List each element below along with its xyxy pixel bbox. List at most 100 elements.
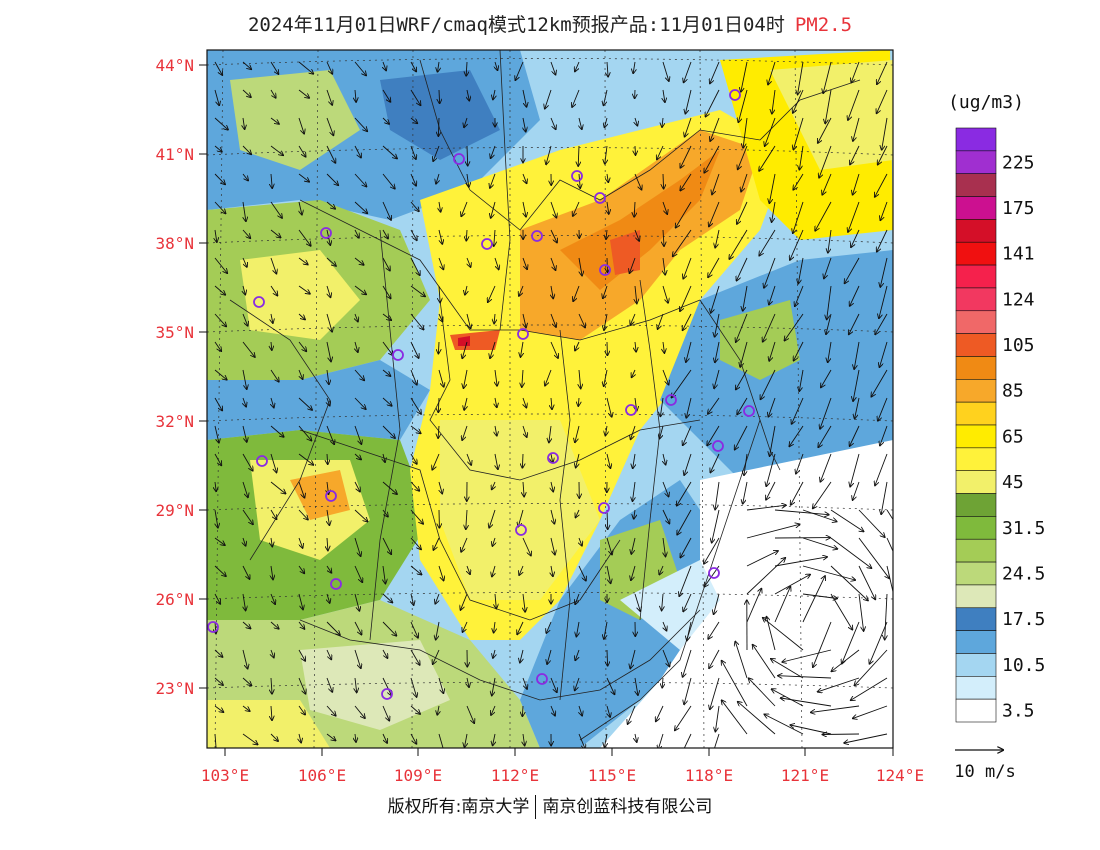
wind-arrow <box>704 537 720 564</box>
map-title: 2024年11月01日WRF/cmaq模式12km预报产品:11月01日04时 P… <box>0 10 1100 37</box>
wind-arrow <box>813 621 832 667</box>
wind-arrow <box>802 509 837 522</box>
wind-arrow <box>270 229 281 238</box>
wind-arrow <box>575 61 580 71</box>
wind-arrow <box>774 557 827 567</box>
wind-arrow <box>685 89 692 114</box>
wind-arrow <box>214 425 219 443</box>
wind-arrow <box>715 341 720 362</box>
wind-arrow <box>214 705 223 712</box>
wind-arrow <box>298 621 304 629</box>
wind-arrow <box>242 145 251 154</box>
wind-arrow <box>683 649 692 677</box>
legend-swatch <box>955 493 997 517</box>
wind-arrow <box>759 145 776 171</box>
wind-arrow <box>326 257 336 266</box>
wind-arrow <box>753 645 776 679</box>
wind-arrow <box>546 145 552 164</box>
wind-arrow <box>658 733 664 748</box>
wind-arrow <box>436 621 440 640</box>
wind-arrow <box>439 481 442 494</box>
wind-arrow <box>354 565 362 582</box>
wind-arrow <box>828 229 832 253</box>
wind-arrow <box>708 257 720 277</box>
station-marker <box>594 192 606 204</box>
wind-arrow <box>354 369 364 380</box>
wind-arrow <box>551 397 552 409</box>
reference-label: 10 m/s <box>954 762 1015 782</box>
wind-arrow <box>214 257 227 273</box>
wind-arrow <box>771 659 804 679</box>
wind-arrow <box>662 677 663 688</box>
legend-labels: 225 175 141 124 105 85 65 45 31.5 24.5 17.5 10.5 3.5 <box>1002 152 1045 721</box>
wind-arrow <box>761 369 776 399</box>
wind-arrow <box>493 89 495 99</box>
wind-arrow <box>578 313 585 328</box>
wind-arrow <box>715 481 720 510</box>
wind-arrow <box>575 677 580 690</box>
wind-arrow <box>298 117 304 134</box>
legend-swatch <box>955 561 997 586</box>
wind-arrow <box>383 61 386 70</box>
wind-arrow <box>634 201 635 217</box>
wind-arrow <box>354 425 361 444</box>
wind-arrow <box>214 313 226 326</box>
wind-arrow <box>382 649 388 658</box>
wind-arrow <box>299 369 303 379</box>
wind-arrow <box>635 341 636 352</box>
lat-label: 41°N <box>155 145 194 164</box>
lat-label: 35°N <box>155 323 194 342</box>
wind-arrow <box>768 397 776 417</box>
wind-arrow <box>743 117 748 148</box>
wind-arrow <box>495 425 497 436</box>
wind-arrow <box>676 201 692 228</box>
wind-arrow <box>550 705 555 716</box>
wind-arrow <box>825 89 832 123</box>
wind-arrow <box>830 537 871 568</box>
lon-label: 115°E <box>588 766 636 785</box>
wind-arrow <box>772 689 804 707</box>
station-marker <box>625 404 637 416</box>
wind-arrow <box>461 593 468 610</box>
wind-arrow <box>438 229 442 244</box>
wind-arrow <box>523 201 526 217</box>
wind-arrow <box>793 201 804 233</box>
color-legend <box>955 127 997 723</box>
wind-arrow <box>491 201 496 218</box>
legend-swatch <box>955 676 997 700</box>
wind-arrow <box>875 173 888 197</box>
wind-arrow <box>631 425 636 439</box>
wind-arrow <box>735 642 748 679</box>
wind-arrow <box>411 593 414 605</box>
wind-arrow <box>828 341 832 362</box>
wind-arrow <box>663 89 665 102</box>
wind-arrow <box>438 117 439 136</box>
station-marker <box>665 394 677 406</box>
wind-arrow <box>550 537 555 555</box>
wind-arrow <box>410 145 416 159</box>
wind-arrow <box>764 257 776 288</box>
wind-arrow <box>710 677 720 709</box>
station-marker <box>207 621 219 633</box>
wind-arrow <box>354 397 366 409</box>
wind-arrow <box>685 117 692 137</box>
wind-arrow <box>735 425 748 450</box>
wind-arrow <box>781 698 832 707</box>
wind-arrow <box>465 285 467 295</box>
legend-label: 105 <box>1002 335 1035 356</box>
wind-arrow <box>578 733 585 748</box>
wind-arrow <box>657 145 664 159</box>
wind-arrow <box>214 453 221 465</box>
wind-arrow <box>214 649 223 657</box>
wind-arrow <box>355 89 356 102</box>
wind-arrow <box>677 509 692 535</box>
wind-arrow <box>799 369 804 391</box>
wind-arrow <box>634 229 639 241</box>
wind-arrow <box>464 369 468 388</box>
wind-arrow <box>663 173 664 189</box>
wind-arrow <box>635 677 638 695</box>
wind-arrow <box>410 705 420 714</box>
wind-arrow <box>439 285 440 302</box>
legend-swatch <box>955 196 997 220</box>
wind-arrow <box>214 369 227 380</box>
